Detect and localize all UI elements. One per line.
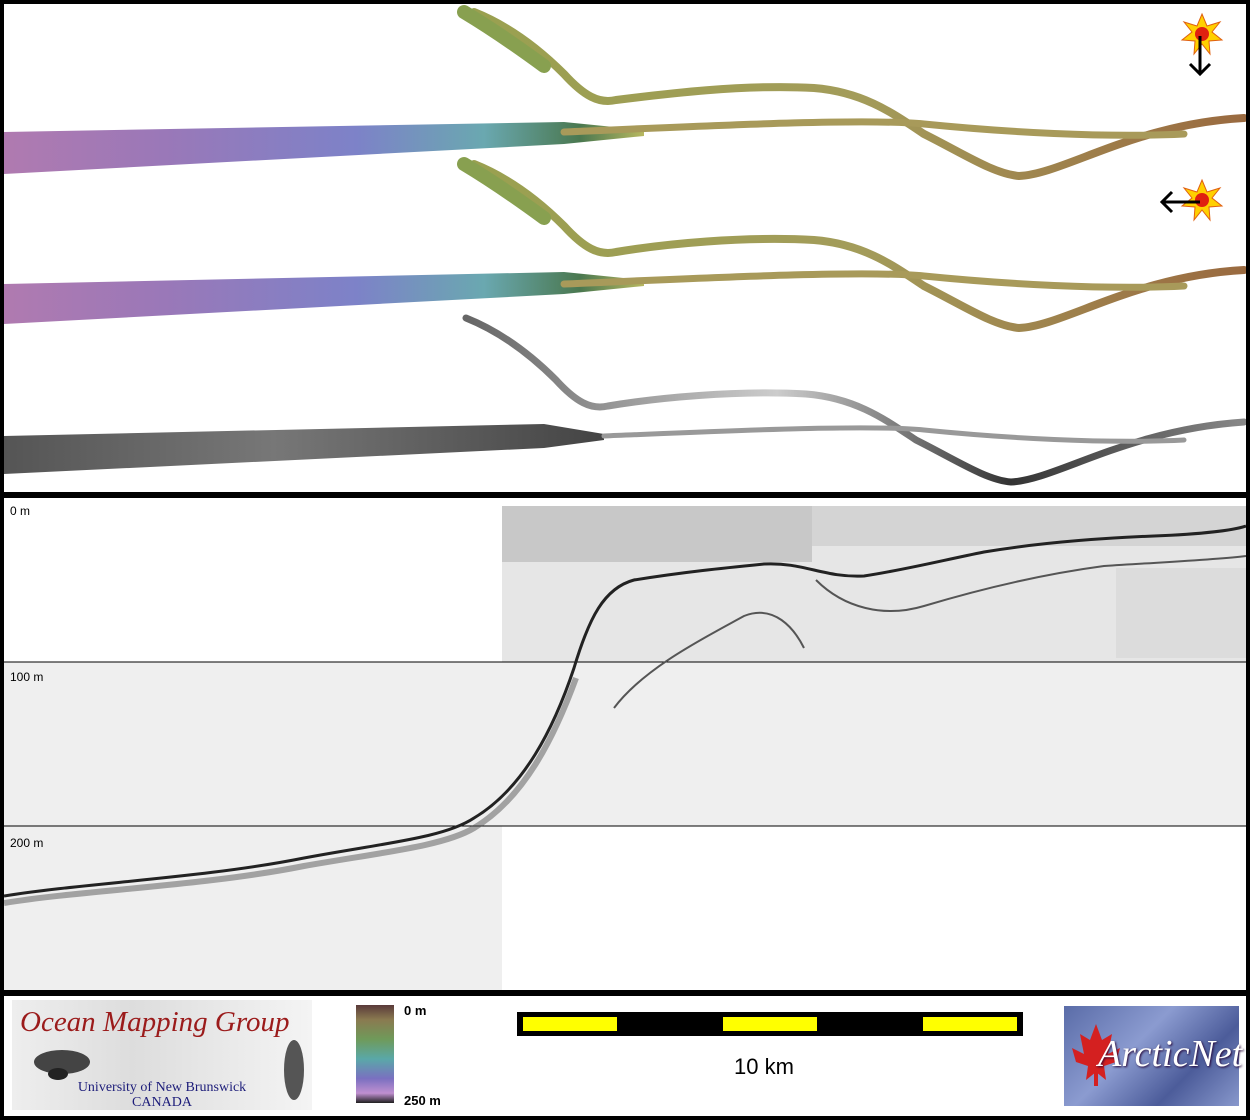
omg-university: University of New Brunswick (77, 1080, 247, 1095)
colorbar-top-label: 0 m (404, 1003, 427, 1018)
maple-leaf-icon (1072, 1024, 1120, 1086)
depth-label-100: 100 m (10, 670, 44, 684)
arrow-left-icon (1159, 190, 1200, 214)
bathymetry-map-2 (4, 157, 1246, 333)
seabed-reflector (4, 524, 1246, 898)
scale-bar-segment (523, 1017, 617, 1031)
swath-map-panel (4, 4, 1246, 492)
scale-bar (517, 1012, 1023, 1036)
scale-bar-segment (923, 1017, 1017, 1031)
omg-country: CANADA (132, 1095, 192, 1110)
depth-label-200: 200 m (10, 836, 44, 850)
backscatter-map (4, 314, 1246, 486)
colorbar-bottom-label: 250 m (404, 1093, 441, 1108)
arrow-down-icon (1188, 36, 1212, 77)
sun-illumination-icon (1180, 12, 1224, 56)
swath-map-svg (4, 5, 1246, 486)
arcticnet-logo: ArcticNet (1064, 1006, 1243, 1106)
arcticnet-wordmark: ArcticNet (1098, 1033, 1243, 1075)
depth-label-0: 0 m (10, 504, 31, 518)
scale-bar-segment (723, 1017, 817, 1031)
depth-colorbar (356, 1005, 394, 1103)
sun-illumination-icon (1180, 178, 1224, 222)
legend-footer: Ocean Mapping Group University of New Br… (4, 996, 1246, 1116)
subbottom-profile-panel: 0 m 100 m 200 m (4, 498, 1246, 990)
bathymetry-map-1 (4, 5, 1246, 181)
ocean-mapping-group-logo: Ocean Mapping Group University of New Br… (12, 1000, 312, 1110)
omg-title: Ocean Mapping Group (20, 1006, 290, 1038)
omg-relief-image (34, 1040, 304, 1100)
subbottom-reflector (613, 555, 1246, 709)
profile-svg (4, 506, 1246, 990)
scale-bar-label: 10 km (734, 1054, 794, 1079)
